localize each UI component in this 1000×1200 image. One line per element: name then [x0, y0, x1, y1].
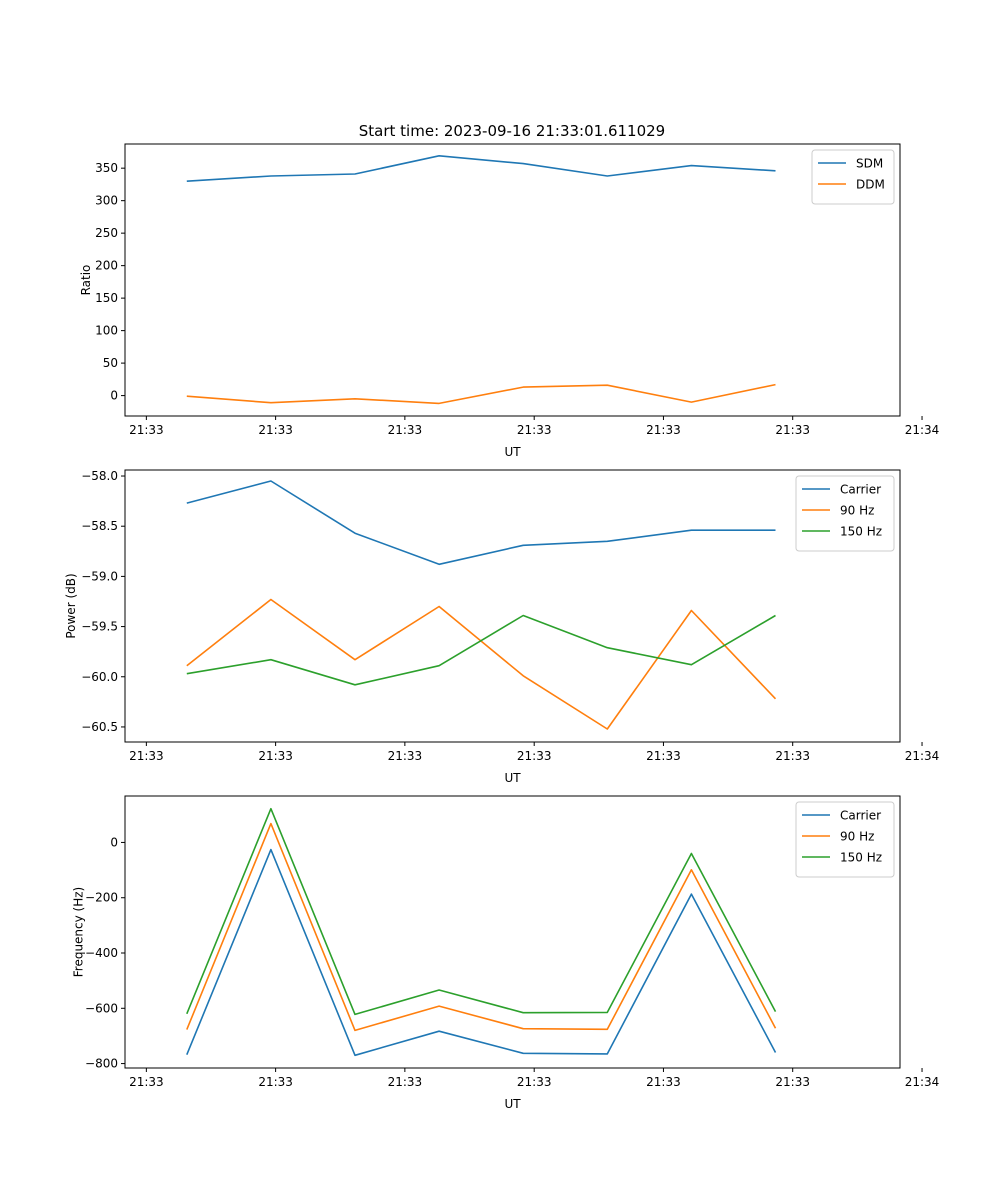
x-tick-label-frequency: 21:33 — [517, 1075, 552, 1089]
x-tick-label-power: 21:33 — [775, 749, 810, 763]
x-axis-label-power: UT — [504, 771, 521, 785]
legend-label-150-hz: 150 Hz — [840, 851, 882, 865]
legend-box-power — [795, 475, 895, 552]
y-tick-label-ratio: 50 — [103, 356, 118, 370]
y-tick-label-power: −60.0 — [81, 670, 118, 684]
x-tick-label-frequency: 21:33 — [258, 1075, 293, 1089]
panel-frequency: 21:33 21:33 21:33 21:33 21:33 21:33 21:34 0 −200… — [72, 795, 940, 1111]
legend-label-carrier: Carrier — [840, 809, 881, 823]
panel-ratio: 21:33 21:33 21:33 21:33 21:33 21:33 21:34 0 50 10… — [79, 143, 940, 459]
legend-power: Carrier 90 Hz 150 Hz — [795, 475, 895, 552]
y-axis-label-ratio: Ratio — [79, 265, 93, 296]
x-tick-label-power: 21:34 — [905, 749, 940, 763]
x-tick-label-ratio: 21:33 — [129, 423, 164, 437]
legend-label-90-hz: 90 Hz — [840, 504, 874, 518]
x-tick-label-power: 21:33 — [388, 749, 423, 763]
y-tick-label-power: −60.5 — [81, 720, 118, 734]
series-line-carrier — [186, 848, 777, 1057]
y-tick-label-power: −59.0 — [81, 569, 118, 583]
x-tick-label-ratio: 21:33 — [258, 423, 293, 437]
y-tick-label-frequency: −200 — [85, 891, 118, 905]
x-tick-label-frequency: 21:33 — [646, 1075, 681, 1089]
series-line-150-hz — [186, 807, 777, 1016]
y-tick-label-ratio: 350 — [95, 161, 118, 175]
x-axis-label-ratio: UT — [504, 445, 521, 459]
series-line-carrier — [186, 480, 776, 566]
legend-label-sdm: SDM — [856, 157, 883, 171]
x-tick-label-power: 21:33 — [129, 749, 164, 763]
legend-label-ddm: DDM — [856, 178, 885, 192]
x-tick-label-frequency: 21:33 — [129, 1075, 164, 1089]
y-tick-label-ratio: 250 — [95, 226, 118, 240]
y-tick-label-frequency: 0 — [110, 835, 118, 849]
axes-frame-ratio — [124, 143, 901, 417]
y-tick-label-power: −59.5 — [81, 620, 118, 634]
y-tick-label-ratio: 300 — [95, 194, 118, 208]
y-axis-label-power: Power (dB) — [64, 573, 78, 638]
series-line-90-hz — [186, 822, 777, 1032]
legend-label-90-hz: 90 Hz — [840, 830, 874, 844]
series-line-sdm — [186, 155, 776, 182]
y-tick-label-power: −58.0 — [81, 469, 118, 483]
x-tick-label-ratio: 21:33 — [775, 423, 810, 437]
legend-label-carrier: Carrier — [840, 483, 881, 497]
axes-frame-frequency — [124, 795, 901, 1069]
series-line-150-hz — [186, 614, 776, 686]
x-tick-label-ratio: 21:33 — [388, 423, 423, 437]
y-tick-label-frequency: −600 — [85, 1001, 118, 1015]
axes-frame-power — [124, 469, 901, 743]
x-tick-label-frequency: 21:34 — [905, 1075, 940, 1089]
y-tick-label-ratio: 0 — [110, 389, 118, 403]
y-tick-label-frequency: −800 — [85, 1057, 118, 1071]
y-tick-label-ratio: 150 — [95, 291, 118, 305]
panel-power: 21:33 21:33 21:33 21:33 21:33 21:33 21:34 −58.0… — [64, 469, 939, 785]
legend-label-150-hz: 150 Hz — [840, 525, 882, 539]
x-axis-label-frequency: UT — [504, 1097, 521, 1111]
x-tick-label-frequency: 21:33 — [775, 1075, 810, 1089]
y-tick-label-frequency: −400 — [85, 946, 118, 960]
x-tick-label-frequency: 21:33 — [388, 1075, 423, 1089]
x-tick-label-power: 21:33 — [258, 749, 293, 763]
x-tick-label-ratio: 21:33 — [517, 423, 552, 437]
x-tick-label-power: 21:33 — [646, 749, 681, 763]
series-line-ddm — [186, 383, 776, 405]
y-tick-label-power: −58.5 — [81, 519, 118, 533]
x-tick-label-power: 21:33 — [517, 749, 552, 763]
y-tick-label-ratio: 200 — [95, 259, 118, 273]
legend-box-frequency — [795, 801, 895, 878]
x-tick-label-ratio: 21:34 — [905, 423, 940, 437]
legend-ratio: SDM DDM — [811, 149, 895, 205]
legend-frequency: Carrier 90 Hz 150 Hz — [795, 801, 895, 878]
figure-title: Start time: 2023-09-16 21:33:01.611029 — [359, 122, 665, 140]
y-axis-label-frequency: Frequency (Hz) — [72, 887, 86, 978]
y-tick-label-ratio: 100 — [95, 324, 118, 338]
x-tick-label-ratio: 21:33 — [646, 423, 681, 437]
